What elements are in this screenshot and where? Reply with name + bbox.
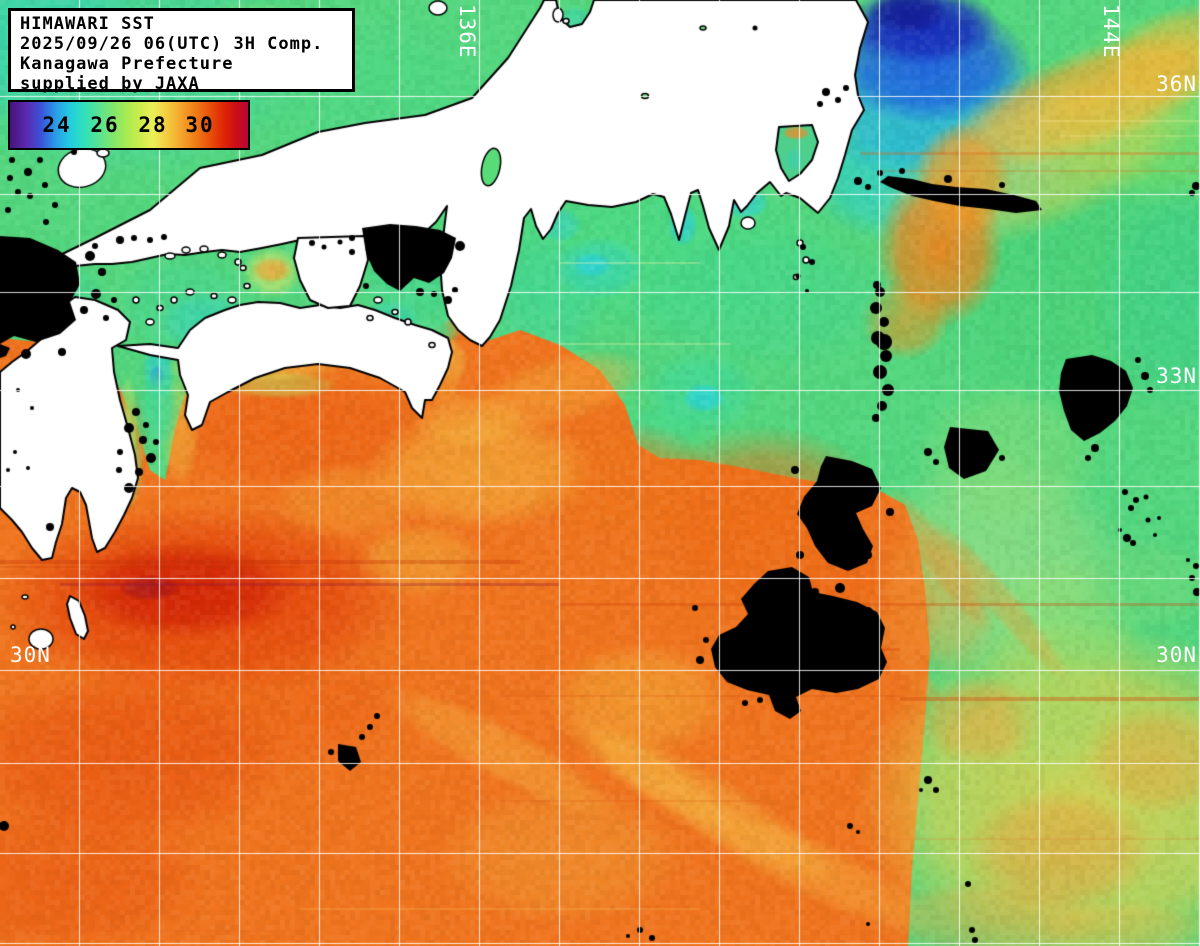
lon-label-144e: 144E <box>1099 4 1123 59</box>
colorbar-gradient <box>10 102 248 148</box>
colorbar-tick-24: 24 <box>42 113 72 137</box>
lat-label-36n: 36N <box>1156 72 1197 96</box>
temperature-colorbar: 24 26 28 30 <box>8 100 250 150</box>
lat-label-30n-right: 30N <box>1156 643 1197 667</box>
title-region: Kanagawa Prefecture <box>20 54 234 74</box>
title-datetime: 2025/09/26 06(UTC) 3H Comp. <box>20 34 324 54</box>
colorbar-tick-28: 28 <box>138 113 168 137</box>
lat-label-33n: 33N <box>1156 364 1197 388</box>
title-product: HIMAWARI SST <box>20 14 155 34</box>
lat-label-30n-left: 30N <box>10 643 51 667</box>
title-source: supplied by JAXA <box>20 74 200 94</box>
colorbar-tick-26: 26 <box>90 113 120 137</box>
title-box: HIMAWARI SST 2025/09/26 06(UTC) 3H Comp.… <box>8 8 355 94</box>
lon-label-136e: 136E <box>455 4 479 59</box>
colorbar-tick-30: 30 <box>185 113 215 137</box>
